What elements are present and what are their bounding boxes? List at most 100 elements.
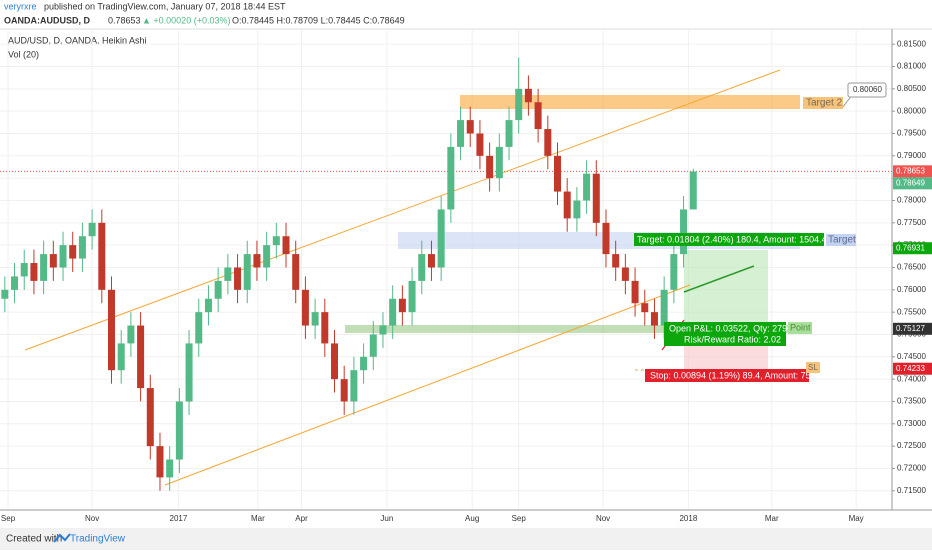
point-zone[interactable]: [345, 325, 800, 333]
x-tick-label: Nov: [596, 514, 610, 523]
candle-body: [127, 325, 135, 344]
y-tick-label: 0.71500: [897, 486, 926, 495]
brand[interactable]: TradingView: [70, 534, 126, 545]
candle-body: [321, 312, 329, 344]
candle-body: [272, 236, 280, 246]
stop-box: Stop: 0.00894 (1.19%) 89.4, Amount: 750: [650, 370, 816, 380]
y-tick-label: 0.79500: [897, 129, 926, 138]
price-label: 0.78653: [896, 166, 925, 175]
candle-body: [301, 289, 309, 326]
created-with: Created with: [6, 534, 62, 545]
target2-zone[interactable]: [460, 95, 800, 109]
candle-body: [88, 222, 96, 237]
candle-body: [398, 298, 406, 313]
candle-body: [311, 312, 319, 326]
candle-body: [282, 236, 290, 255]
candle-body: [554, 155, 561, 192]
symbol: OANDA:AUDUSD, D: [4, 15, 90, 25]
candle-body: [408, 280, 416, 313]
author[interactable]: veryrxre: [4, 1, 37, 11]
channel-lower[interactable]: [164, 284, 691, 486]
candle-body: [670, 254, 678, 290]
candle-body: [59, 245, 67, 268]
y-tick-label: 0.76000: [897, 285, 926, 294]
sl-label[interactable]: SL: [808, 363, 818, 372]
point-label-bg: [788, 322, 812, 334]
candle-body: [621, 267, 629, 281]
candle-body: [660, 289, 668, 326]
x-tick-label: Sep: [512, 514, 527, 523]
price: 0.78653: [108, 15, 141, 25]
profit-zone[interactable]: [684, 250, 768, 333]
price-label: 0.76931: [896, 243, 925, 252]
candle-body: [175, 401, 183, 460]
candle-body: [49, 254, 57, 268]
x-tick-label: Apr: [295, 514, 308, 523]
y-tick-label: 0.73000: [897, 419, 926, 428]
candle-body: [427, 254, 435, 268]
candle-body: [495, 146, 503, 179]
y-tick-label: 0.74500: [897, 352, 926, 361]
candle-body: [292, 254, 300, 290]
candle-body: [583, 173, 591, 201]
candle-body: [331, 343, 338, 380]
price-label: 0.78649: [896, 178, 925, 187]
risk-reward: Risk/Reward Ratio: 2.02: [684, 334, 781, 344]
y-tick-label: 0.72000: [897, 464, 926, 473]
candle-body: [592, 173, 600, 223]
candle-body: [69, 245, 77, 259]
candle-body: [11, 276, 19, 290]
price-label: 0.74233: [896, 364, 925, 373]
y-tick-label: 0.73500: [897, 397, 926, 406]
candle-body: [234, 267, 242, 290]
x-tick-label: Aug: [465, 514, 479, 523]
pnl: Open P&L: 0.03522, Qty: 27964: [669, 323, 797, 333]
chart-title: AUD/USD, D, OANDA, Heikin Ashi: [8, 35, 147, 45]
candle-body: [602, 222, 610, 255]
sl-label-bg: [806, 362, 820, 373]
price-label-bg: [893, 165, 932, 178]
change: ▲ +0.00020 (+0.03%): [142, 15, 230, 25]
candle-body: [563, 191, 571, 219]
candle-body: [20, 263, 28, 277]
candle-body: [389, 298, 397, 326]
brand-logo: [53, 533, 71, 543]
candle-body: [379, 325, 387, 335]
channel-upper[interactable]: [24, 69, 781, 351]
candle-body: [515, 88, 523, 121]
x-tick-label: 2017: [170, 514, 188, 523]
candle-body: [505, 120, 513, 147]
candle-body: [689, 171, 697, 210]
stop-box-bg: [645, 369, 809, 382]
candle-body: [544, 129, 552, 156]
candle-body: [253, 254, 261, 268]
candle-body: [263, 245, 271, 268]
candle-body: [1, 289, 9, 299]
x-tick-label: Sep: [1, 514, 16, 523]
y-tick-label: 0.80000: [897, 106, 926, 115]
footer-bg: [0, 528, 932, 550]
y-tick-label: 0.81000: [897, 62, 926, 71]
candle-body: [350, 370, 358, 402]
target2-label[interactable]: Target 2: [806, 98, 843, 109]
point-label[interactable]: Point: [790, 322, 811, 332]
candle-body: [146, 388, 154, 447]
target-box: Target: 0.01804 (2.40%) 180.4, Amount: 1…: [637, 234, 832, 244]
y-tick-label: 0.74000: [897, 374, 926, 383]
candle-body: [631, 280, 639, 304]
candle-body: [486, 155, 494, 179]
candle-body: [243, 254, 251, 290]
x-tick-label: Nov: [85, 514, 99, 523]
published: published on TradingView.com, January 07…: [44, 1, 286, 11]
target-arrow: [683, 265, 755, 293]
candle-body: [340, 379, 348, 402]
candle-body: [98, 222, 106, 290]
target-label[interactable]: Target: [828, 235, 856, 246]
price-label-bg: [893, 362, 932, 375]
ohlc: O:0.78445 H:0.78709 L:0.78445 C:0.78649: [232, 15, 405, 25]
target-box-bg: [634, 233, 824, 246]
candle-body: [369, 334, 377, 357]
